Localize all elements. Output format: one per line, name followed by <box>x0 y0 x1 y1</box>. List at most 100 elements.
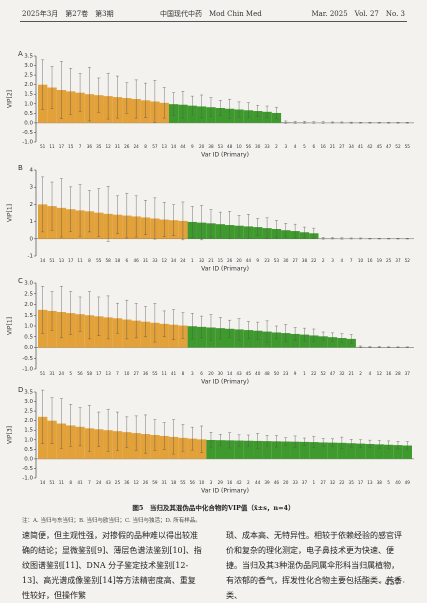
x-tick-label: 10 <box>236 144 242 149</box>
x-tick-label: 2 <box>247 480 250 485</box>
x-tick-label: 4 <box>341 258 344 263</box>
x-tick-label: 8 <box>144 144 147 149</box>
x-tick-label: 41 <box>358 144 364 149</box>
y-axis-label: VIP[1] <box>7 317 14 335</box>
x-tick-label: 55 <box>180 480 186 485</box>
x-tick-label: 25 <box>386 258 392 263</box>
x-tick-label: 58 <box>105 258 111 263</box>
figure-note: 注：A. 当归与东当归；B. 当归与欧当归；C. 当归与独活；D. 所有样品。 <box>22 516 201 524</box>
x-tick-label: 6 <box>312 144 315 149</box>
x-tick-label: 10 <box>124 371 130 376</box>
x-tick-label: 20 <box>199 144 205 149</box>
x-tick-label: 11 <box>59 480 65 485</box>
x-tick-label: 13 <box>367 480 373 485</box>
x-tick-label: 1 <box>191 258 194 263</box>
x-tick-label: 41 <box>171 371 177 376</box>
x-tick-label: 40 <box>255 371 261 376</box>
x-tick-label: 45 <box>246 371 252 376</box>
x-tick-label: 57 <box>152 144 158 149</box>
y-tick-label: -0.5 <box>22 130 33 136</box>
y-tick-label: 0.5 <box>24 447 33 453</box>
x-tick-label: 37 <box>395 258 401 263</box>
x-tick-label: 16 <box>227 480 233 485</box>
x-tick-label: 18 <box>171 480 177 485</box>
x-tick-label: 51 <box>49 480 55 485</box>
x-tick-label: 16 <box>321 144 327 149</box>
y-tick-label: 0.5 <box>24 111 33 117</box>
y-axis-label: VIP[2] <box>7 90 14 108</box>
x-tick-label: 7 <box>350 258 353 263</box>
x-tick-label: 34 <box>171 258 177 263</box>
x-tick-label: 50 <box>274 371 280 376</box>
x-tick-label: 7 <box>79 144 82 149</box>
x-tick-label: 3 <box>191 371 194 376</box>
x-tick-label: 14 <box>40 258 46 263</box>
x-tick-label: 46 <box>134 258 140 263</box>
x-tick-label: 17 <box>96 371 102 376</box>
y-tick-label: 2.0 <box>24 418 33 424</box>
x-tick-label: 39 <box>264 480 270 485</box>
x-tick-label: 30 <box>218 371 224 376</box>
y-tick-label: 2.5 <box>24 73 33 79</box>
x-axis-label: Var ID (Primary) <box>201 379 249 386</box>
y-tick-label: -0.5 <box>22 466 33 472</box>
x-tick-label: 14 <box>40 480 46 485</box>
x-tick-label: 32 <box>330 480 336 485</box>
y-tick-label: 3.0 <box>24 63 33 69</box>
x-tick-label: 44 <box>255 480 261 485</box>
y-tick-label: 3.5 <box>24 390 33 396</box>
x-tick-label: 13 <box>162 144 168 149</box>
x-tick-label: 32 <box>339 371 345 376</box>
x-tick-label: 2 <box>275 144 278 149</box>
x-tick-label: 31 <box>143 258 149 263</box>
x-tick-label: 26 <box>124 144 130 149</box>
x-tick-label: 38 <box>302 258 308 263</box>
x-tick-label: 35 <box>349 480 355 485</box>
x-tick-label: 10 <box>199 480 205 485</box>
x-tick-label: 55 <box>96 258 102 263</box>
x-axis-label: Var ID (Primary) <box>201 152 249 159</box>
x-tick-label: 36 <box>143 371 149 376</box>
x-tick-label: 24 <box>134 144 140 149</box>
x-tick-label: 17 <box>358 480 364 485</box>
figure-caption: 图5 当归及其混伪品中化合物的VIP值（x̄±s，n=4） <box>0 502 427 512</box>
y-tick-label: 1.5 <box>24 428 33 434</box>
x-tick-label: 1 <box>303 371 306 376</box>
x-tick-label: 15 <box>68 144 74 149</box>
x-tick-label: 36 <box>87 144 93 149</box>
y-tick-label: 0.5 <box>24 334 33 340</box>
y-tick-label: 2.0 <box>24 302 33 308</box>
body-right: 琐、成本高、无特异性。相较于依赖经验的感官评价和复杂的理化测定，电子鼻技术更为快… <box>226 528 406 603</box>
figure: AVIP[2]-1.0-0.50.00.51.01.52.02.53.03.55… <box>0 0 427 500</box>
x-tick-label: 30 <box>255 144 261 149</box>
panel-label: C <box>18 277 23 285</box>
x-tick-label: 32 <box>199 258 205 263</box>
x-tick-label: 5 <box>387 480 390 485</box>
x-tick-label: 33 <box>152 258 158 263</box>
y-tick-label: 3.0 <box>24 399 33 405</box>
x-tick-label: 23 <box>264 258 270 263</box>
x-tick-label: 40 <box>395 480 401 485</box>
y-tick-label: 0.0 <box>24 345 33 351</box>
x-tick-label: 22 <box>339 480 345 485</box>
y-tick-label: 2.0 <box>24 82 33 88</box>
x-tick-label: 43 <box>105 480 111 485</box>
x-tick-label: 9 <box>294 371 297 376</box>
x-tick-label: 24 <box>180 258 186 263</box>
y-tick-label: -1.0 <box>22 367 33 373</box>
x-tick-label: 12 <box>377 371 383 376</box>
x-tick-label: 52 <box>321 371 327 376</box>
x-tick-label: 22 <box>311 258 317 263</box>
x-tick-label: 19 <box>377 258 383 263</box>
x-tick-label: 25 <box>115 480 121 485</box>
x-tick-label: 58 <box>87 371 93 376</box>
y-tick-label: 1.0 <box>24 437 33 443</box>
x-tick-label: 10 <box>358 258 364 263</box>
x-tick-label: 26 <box>143 480 149 485</box>
x-tick-label: 18 <box>115 258 121 263</box>
x-tick-label: 12 <box>105 144 111 149</box>
x-tick-label: 4 <box>369 371 372 376</box>
x-tick-label: 2 <box>359 371 362 376</box>
x-tick-label: 56 <box>77 371 83 376</box>
